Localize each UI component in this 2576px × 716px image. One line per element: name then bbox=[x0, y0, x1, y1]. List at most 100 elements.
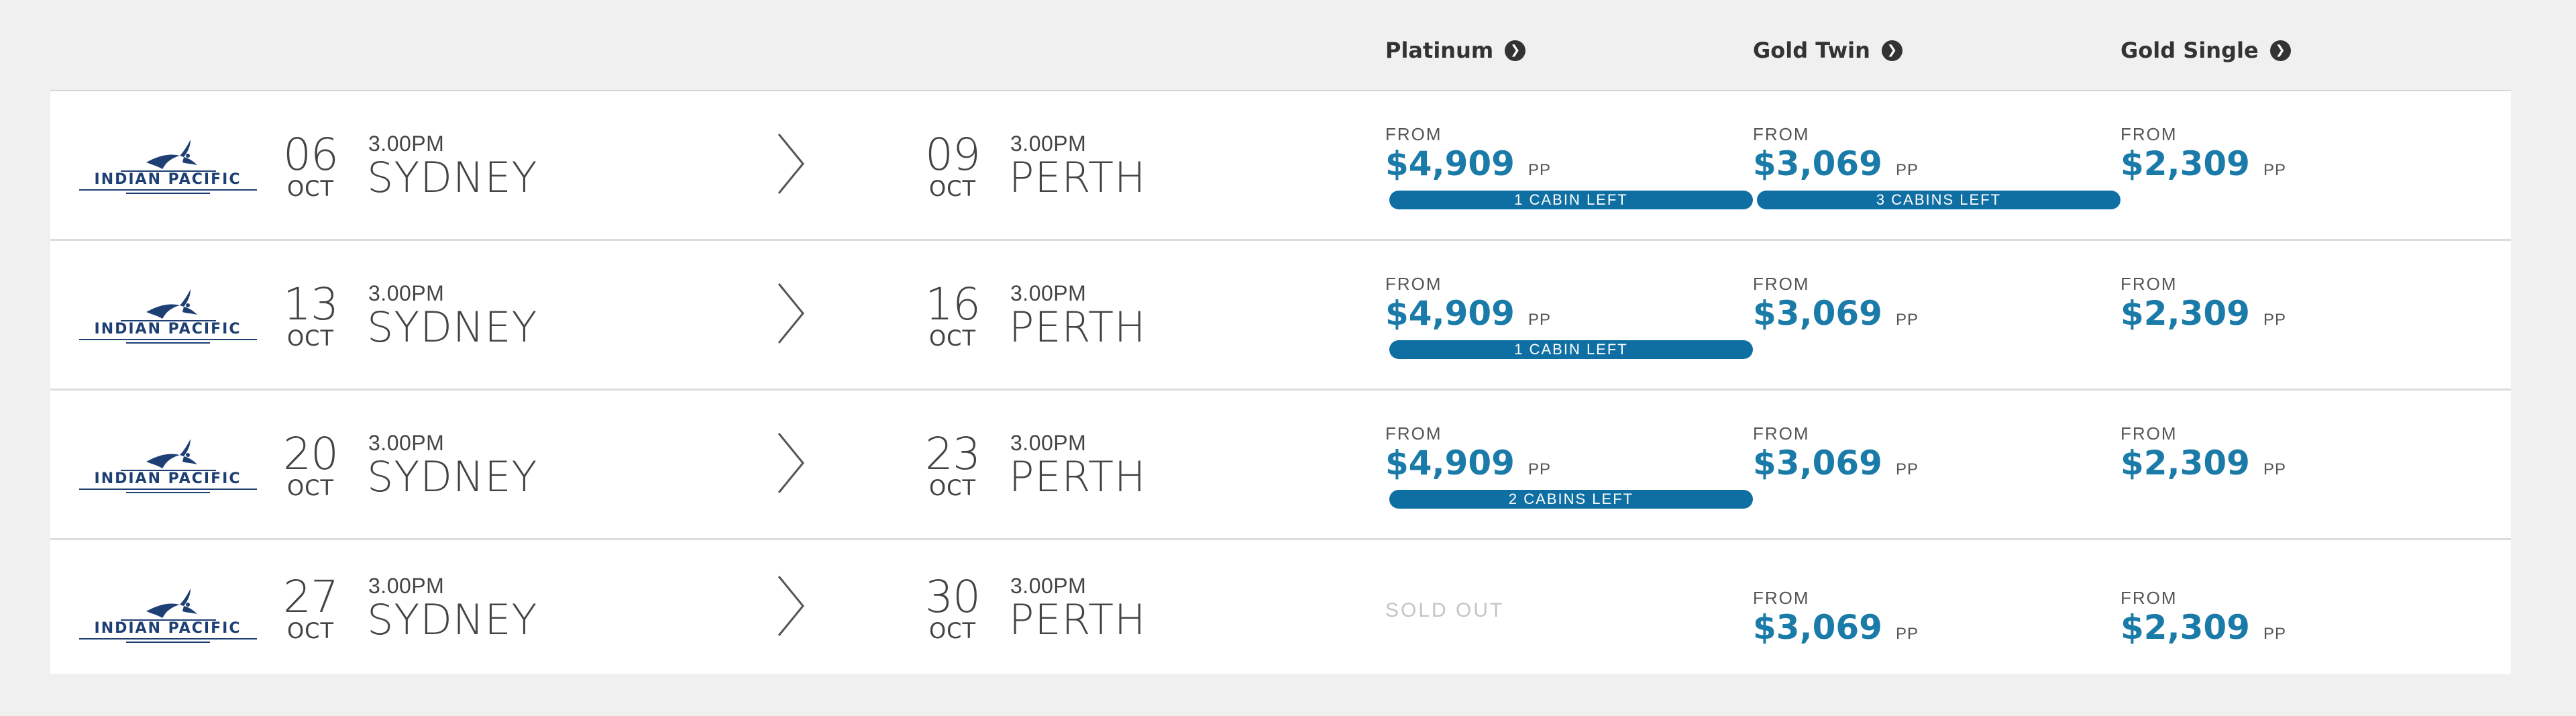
departure-month: OCT bbox=[286, 325, 335, 351]
sold-out-label: SOLD OUT bbox=[1385, 599, 1505, 621]
fare-option-gold-single[interactable]: FROM $2,309 PP bbox=[2121, 589, 2286, 646]
arrival-date: 16 OCT bbox=[912, 283, 993, 350]
per-person-label: PP bbox=[2263, 460, 2286, 478]
departure-city: SYDNEY bbox=[367, 303, 538, 352]
from-label: FROM bbox=[2121, 274, 2178, 294]
from-label: FROM bbox=[1753, 124, 1810, 144]
price-amount: $3,069 bbox=[1753, 294, 1882, 333]
tier-label: Platinum bbox=[1385, 38, 1494, 63]
price-amount: $2,309 bbox=[2121, 294, 2250, 333]
price-amount: $4,909 bbox=[1385, 444, 1515, 482]
per-person-label: PP bbox=[2263, 311, 2286, 329]
price-amount: $4,909 bbox=[1385, 294, 1515, 333]
price-line: $3,069 PP bbox=[1753, 145, 1919, 183]
departure-time: 3.00PM bbox=[368, 281, 445, 305]
tier-header-gold-single[interactable]: Gold Single ❯ bbox=[2121, 37, 2291, 64]
departure-city: SYDNEY bbox=[367, 595, 538, 644]
price-line: $4,909 PP bbox=[1385, 295, 1551, 332]
per-person-label: PP bbox=[1895, 460, 1919, 478]
eagle-icon bbox=[146, 289, 197, 319]
arrival-date: 30 OCT bbox=[912, 571, 993, 644]
price-line: $2,309 PP bbox=[2121, 145, 2286, 183]
departure-row[interactable]: INDIAN PACIFIC 06 OCT 3.00PM SYDNEY 09 O… bbox=[50, 91, 2511, 241]
fare-option-gold-single[interactable]: FROM $2,309 PP bbox=[2121, 274, 2286, 332]
departure-row[interactable]: INDIAN PACIFIC 20 OCT 3.00PM SYDNEY 23 O… bbox=[50, 391, 2511, 540]
fare-option-gold-twin[interactable]: FROM $3,069 PP bbox=[1753, 589, 1919, 646]
departure-row[interactable]: INDIAN PACIFIC 27 OCT 3.00PM SYDNEY 30 O… bbox=[50, 540, 2511, 674]
arrival-time: 3.00PM bbox=[1010, 574, 1087, 598]
per-person-label: PP bbox=[1895, 311, 1919, 329]
fare-option-platinum[interactable]: FROM $4,909 PP bbox=[1385, 125, 1551, 183]
tier-label: Gold Twin bbox=[1753, 38, 1870, 63]
tier-header-platinum[interactable]: Platinum ❯ bbox=[1385, 37, 1526, 64]
arrival-day: 30 bbox=[925, 571, 981, 623]
cabins-left-badge: 1 CABIN LEFT bbox=[1389, 340, 1753, 359]
from-label: FROM bbox=[1753, 588, 1810, 608]
per-person-label: PP bbox=[1527, 311, 1551, 329]
price-line: $3,069 PP bbox=[1753, 444, 1919, 482]
indian-pacific-logo: INDIAN PACIFIC bbox=[79, 285, 257, 344]
departure-row[interactable]: INDIAN PACIFIC 13 OCT 3.00PM SYDNEY 16 O… bbox=[50, 241, 2511, 391]
fare-option-platinum[interactable]: FROM $4,909 PP bbox=[1385, 424, 1551, 482]
price-amount: $3,069 bbox=[1753, 144, 1882, 183]
price-line: $2,309 PP bbox=[2121, 295, 2286, 332]
logo-wordmark: INDIAN PACIFIC bbox=[95, 470, 241, 487]
fare-option-gold-single[interactable]: FROM $2,309 PP bbox=[2121, 125, 2286, 183]
eagle-icon bbox=[146, 439, 197, 468]
fare-option-gold-single[interactable]: FROM $2,309 PP bbox=[2121, 424, 2286, 482]
price-line: $3,069 PP bbox=[1753, 609, 1919, 646]
fare-option-gold-twin[interactable]: FROM $3,069 PP bbox=[1753, 125, 1919, 183]
arrival-city: PERTH bbox=[1009, 153, 1146, 202]
chevron-right-circle-icon: ❯ bbox=[1505, 40, 1526, 61]
departure-city: SYDNEY bbox=[367, 452, 538, 501]
departure-date: 13 OCT bbox=[270, 283, 351, 350]
arrival-time: 3.00PM bbox=[1010, 132, 1087, 156]
indian-pacific-logo: INDIAN PACIFIC bbox=[79, 584, 257, 644]
cabins-left-badge: 3 CABINS LEFT bbox=[1757, 191, 2121, 209]
indian-pacific-logo: INDIAN PACIFIC bbox=[79, 136, 257, 195]
price-line: $2,309 PP bbox=[2121, 444, 2286, 482]
price-line: $2,309 PP bbox=[2121, 609, 2286, 646]
chevron-right-circle-icon: ❯ bbox=[1881, 40, 1902, 61]
arrival-month: OCT bbox=[928, 475, 977, 501]
fare-option-gold-twin[interactable]: FROM $3,069 PP bbox=[1753, 424, 1919, 482]
from-label: FROM bbox=[1753, 423, 1810, 444]
arrival-city: PERTH bbox=[1009, 452, 1146, 501]
from-label: FROM bbox=[2121, 588, 2178, 608]
eagle-icon bbox=[146, 140, 197, 169]
departure-time: 3.00PM bbox=[368, 132, 445, 156]
header-divider bbox=[50, 90, 2511, 91]
departure-month: OCT bbox=[286, 618, 335, 644]
fare-option-platinum[interactable]: FROM $4,909 PP bbox=[1385, 274, 1551, 332]
departure-date: 27 OCT bbox=[270, 575, 351, 644]
arrival-time: 3.00PM bbox=[1010, 281, 1087, 305]
arrival-city: PERTH bbox=[1009, 303, 1146, 352]
from-label: FROM bbox=[1385, 274, 1442, 294]
logo-wordmark: INDIAN PACIFIC bbox=[95, 620, 241, 637]
tier-header-gold-twin[interactable]: Gold Twin ❯ bbox=[1753, 37, 1902, 64]
departure-month: OCT bbox=[286, 475, 335, 501]
arrival-day: 16 bbox=[925, 278, 981, 330]
departure-day: 13 bbox=[283, 278, 339, 330]
arrival-day: 09 bbox=[925, 129, 981, 181]
departure-list: INDIAN PACIFIC 06 OCT 3.00PM SYDNEY 09 O… bbox=[50, 91, 2511, 674]
arrival-day: 23 bbox=[925, 428, 981, 480]
price-amount: $3,069 bbox=[1753, 444, 1882, 482]
arrival-time: 3.00PM bbox=[1010, 431, 1087, 455]
from-label: FROM bbox=[1385, 124, 1442, 144]
fare-header: Platinum ❯ Gold Twin ❯ Gold Single ❯ bbox=[0, 0, 2576, 90]
cabins-left-badge: 2 CABINS LEFT bbox=[1389, 490, 1753, 509]
logo-wordmark: INDIAN PACIFIC bbox=[95, 321, 241, 338]
departure-date: 06 OCT bbox=[270, 133, 351, 201]
arrival-date: 23 OCT bbox=[912, 428, 993, 501]
from-label: FROM bbox=[2121, 124, 2178, 144]
per-person-label: PP bbox=[2263, 161, 2286, 179]
departure-day: 20 bbox=[283, 428, 339, 480]
arrival-month: OCT bbox=[928, 618, 977, 644]
logo-wordmark: INDIAN PACIFIC bbox=[95, 171, 241, 188]
fare-option-gold-twin[interactable]: FROM $3,069 PP bbox=[1753, 274, 1919, 332]
chevron-right-icon bbox=[777, 134, 804, 194]
arrival-date: 09 OCT bbox=[912, 129, 993, 201]
chevron-right-icon bbox=[777, 433, 804, 493]
departure-time: 3.00PM bbox=[368, 431, 445, 455]
